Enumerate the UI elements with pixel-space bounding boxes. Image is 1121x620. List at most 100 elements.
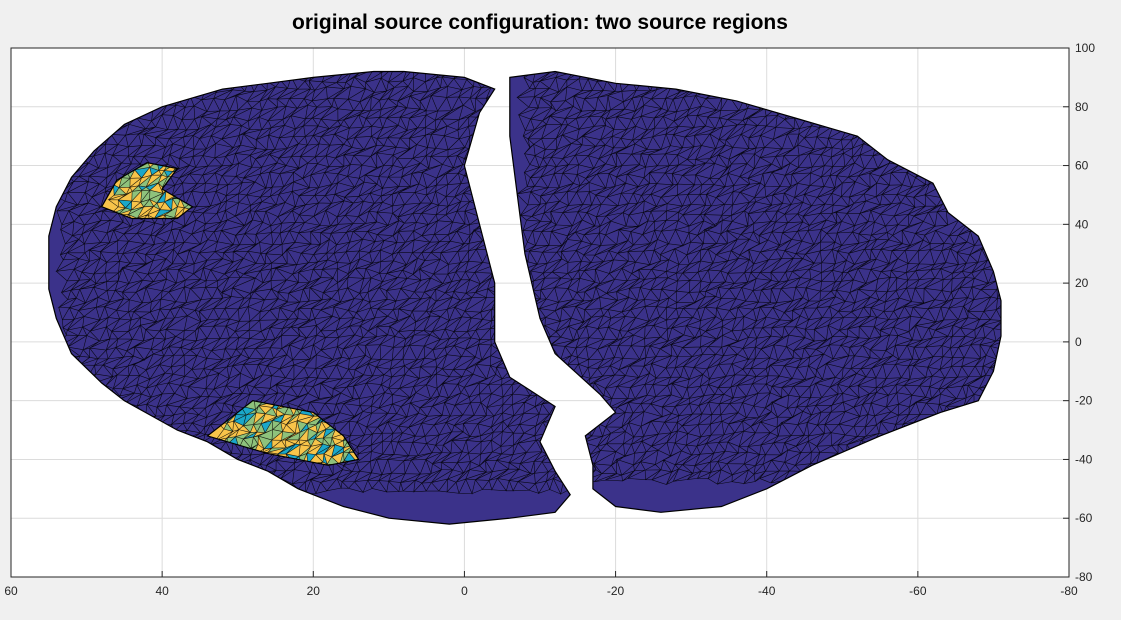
source-region-1-facet[interactable] xyxy=(140,199,150,207)
right-hemisphere-outline xyxy=(509,70,1002,513)
source-region-1-facet[interactable] xyxy=(164,214,175,225)
source-region-2-facet[interactable] xyxy=(253,436,259,445)
source-region-1-facet[interactable] xyxy=(113,184,120,196)
source-region-2-facet[interactable] xyxy=(343,452,349,461)
source-region-1-facet[interactable] xyxy=(147,214,155,223)
source-region-1-facet[interactable] xyxy=(164,170,174,177)
source-region-1-facet[interactable] xyxy=(128,206,144,219)
source-region-2-facet[interactable] xyxy=(308,424,318,433)
source-region-2-facet[interactable] xyxy=(307,428,318,441)
source-region-2-facet[interactable] xyxy=(215,429,233,441)
source-region-1-facet[interactable] xyxy=(172,198,181,207)
source-region-2-facet[interactable] xyxy=(258,405,273,414)
source-region-2-facet[interactable] xyxy=(253,423,262,433)
x-tick-label: 40 xyxy=(155,584,169,598)
source-region-2-facet[interactable] xyxy=(256,405,266,414)
x-tick-label: -80 xyxy=(1060,584,1078,598)
source-region-2-facet[interactable] xyxy=(243,436,254,449)
source-region-1-facet[interactable] xyxy=(149,193,163,204)
source-region-1-facet[interactable] xyxy=(158,176,168,188)
source-region-1-facet[interactable] xyxy=(156,201,165,210)
source-region-2-facet[interactable] xyxy=(334,440,344,448)
source-region-1-facet[interactable] xyxy=(177,198,185,208)
source-region-1-facet[interactable] xyxy=(117,208,132,215)
source-region-1-facet[interactable] xyxy=(158,175,168,183)
source-region-2-facet[interactable] xyxy=(323,437,332,447)
source-region-1-facet[interactable] xyxy=(149,167,159,176)
source-region-2-facet[interactable] xyxy=(315,443,331,455)
source-region-1-facet[interactable] xyxy=(153,203,160,210)
source-region-2-facet[interactable] xyxy=(330,437,335,447)
source-region-1-facet[interactable] xyxy=(129,185,139,192)
source-region-1-facet[interactable] xyxy=(159,201,172,211)
source-region-2-facet[interactable] xyxy=(261,413,277,424)
y-tick-label: -20 xyxy=(1075,394,1093,408)
source-region-2-facet[interactable] xyxy=(297,420,308,433)
source-region-2-facet[interactable] xyxy=(235,436,244,449)
source-region-2-facet[interactable] xyxy=(315,453,324,463)
source-region-1-facet[interactable] xyxy=(128,214,138,225)
source-region-2-facet[interactable] xyxy=(235,429,251,437)
source-region-1-facet[interactable] xyxy=(131,202,144,210)
source-region-2-facet[interactable] xyxy=(272,420,281,430)
source-region-1-facet[interactable] xyxy=(125,201,132,210)
source-region-2-facet[interactable] xyxy=(285,439,299,445)
source-region-2-facet[interactable] xyxy=(281,431,296,441)
source-region-2-facet[interactable] xyxy=(272,422,283,432)
source-region-2-facet[interactable] xyxy=(233,415,247,426)
source-region-2-facet[interactable] xyxy=(276,405,290,415)
source-region-1-facet[interactable] xyxy=(141,167,152,178)
source-region-2-facet[interactable] xyxy=(315,437,324,444)
source-region-2-facet[interactable] xyxy=(307,438,316,447)
source-region-2-facet[interactable] xyxy=(267,447,287,455)
source-region-1-facet[interactable] xyxy=(164,206,178,218)
source-region-1-facet[interactable] xyxy=(149,190,163,200)
source-region-1-facet[interactable] xyxy=(130,169,142,179)
source-region-2-facet[interactable] xyxy=(240,406,256,416)
y-axis: -80 -60 -40 -20 0 20 40 60 80 100 xyxy=(1063,41,1095,584)
y-tick-label: -80 xyxy=(1075,570,1093,584)
source-region-2-facet[interactable] xyxy=(298,444,312,457)
source-region-1-facet[interactable] xyxy=(141,186,150,191)
source-region-1-facet[interactable] xyxy=(146,182,159,191)
source-region-2-facet[interactable] xyxy=(280,415,294,425)
source-region-2-facet[interactable] xyxy=(271,429,283,441)
source-region-1-facet[interactable] xyxy=(184,201,196,211)
source-region-2-facet[interactable] xyxy=(235,406,247,416)
source-region-1-facet[interactable] xyxy=(119,187,130,195)
source-region-2-facet[interactable] xyxy=(327,456,340,465)
x-tick-label: 20 xyxy=(307,584,321,598)
source-region-1-facet[interactable] xyxy=(118,199,132,209)
source-region-2-facet[interactable] xyxy=(284,405,294,416)
source-region-2-facet[interactable] xyxy=(251,436,259,449)
source-region-1-facet[interactable] xyxy=(143,199,154,207)
source-region-2-facet[interactable] xyxy=(285,439,296,448)
source-region-2-facet[interactable] xyxy=(331,429,347,438)
source-region-2-facet[interactable] xyxy=(282,424,296,434)
source-region-1-facet[interactable] xyxy=(114,187,127,196)
source-region-1-facet[interactable] xyxy=(164,198,173,211)
source-region-2-facet[interactable] xyxy=(295,420,301,434)
source-region-2-facet[interactable] xyxy=(321,421,333,430)
source-region-1-facet[interactable] xyxy=(137,214,148,224)
source-region-2-facet[interactable] xyxy=(232,421,239,432)
source-region-2-facet[interactable] xyxy=(348,452,363,464)
source-region-2-facet[interactable] xyxy=(286,444,301,457)
x-axis: 60 40 20 0 -20 -40 -60 -80 xyxy=(4,571,1078,598)
source-region-2-facet[interactable] xyxy=(258,429,273,441)
source-region-2-facet[interactable] xyxy=(331,437,344,445)
source-region-2-facet[interactable] xyxy=(298,439,308,445)
source-region-2-facet[interactable] xyxy=(235,432,251,439)
source-region-1-facet[interactable] xyxy=(151,170,162,176)
source-region-2-facet[interactable] xyxy=(331,444,344,457)
source-region-1-facet[interactable] xyxy=(134,167,150,178)
source-region-1-facet[interactable] xyxy=(158,170,165,176)
source-region-2-facet[interactable] xyxy=(250,424,258,433)
source-region-2-facet[interactable] xyxy=(286,453,299,461)
x-tick-label: 60 xyxy=(4,584,18,598)
source-region-2-facet[interactable] xyxy=(226,421,234,432)
right-hemisphere-fill[interactable] xyxy=(509,71,1001,513)
source-region-2-facet[interactable] xyxy=(298,453,307,465)
source-region-1-facet[interactable] xyxy=(147,206,160,215)
source-region-2-facet[interactable] xyxy=(257,423,266,433)
